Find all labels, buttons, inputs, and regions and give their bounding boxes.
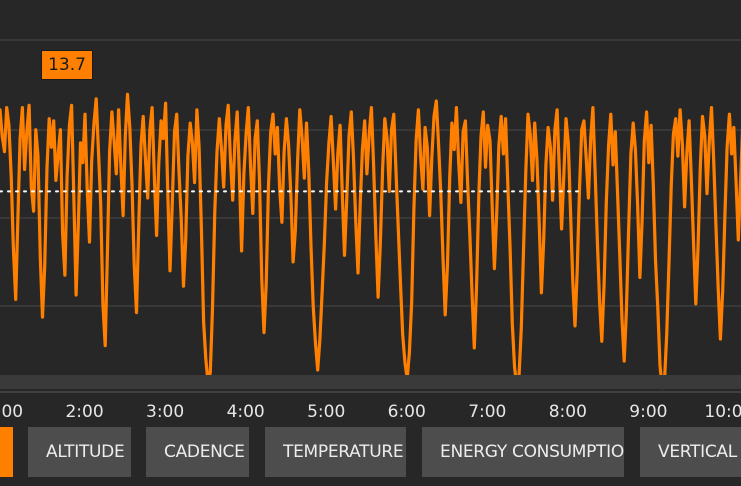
x-tick-label: 6:00 <box>388 402 426 422</box>
x-tick-label: 10:00 <box>704 402 741 422</box>
tab-energy-consumption[interactable]: ENERGY CONSUMPTION <box>422 427 624 477</box>
x-axis-ticks: 1:00 2:00 3:00 4:00 5:00 6:00 7:00 8:00 9:00 10:0… <box>0 402 741 422</box>
metric-tab-bar: ALTITUDE CADENCE TEMPERATURE ENERGY CONS… <box>0 427 741 477</box>
tab-speed[interactable] <box>0 427 13 477</box>
x-tick-label: 2:00 <box>65 402 103 422</box>
x-tick-label: 7:00 <box>468 402 506 422</box>
x-tick-label: 4:00 <box>227 402 265 422</box>
chart-gridlines <box>0 39 741 307</box>
tab-cadence[interactable]: CADENCE <box>146 427 249 477</box>
x-tick-label: 3:00 <box>146 402 184 422</box>
tab-temperature[interactable]: TEMPERATURE <box>265 427 406 477</box>
tab-altitude[interactable]: ALTITUDE <box>28 427 131 477</box>
tab-vertical-speed[interactable]: VERTICAL SPEED <box>640 427 741 477</box>
timeline-strip <box>0 375 741 389</box>
x-tick-label: 8:00 <box>549 402 587 422</box>
x-tick-label: 5:00 <box>307 402 345 422</box>
x-tick-label: 1:00 <box>0 402 23 422</box>
x-tick-label: 9:00 <box>629 402 667 422</box>
peak-value-badge: 13.7 <box>41 50 93 80</box>
speed-series-line <box>0 92 741 390</box>
